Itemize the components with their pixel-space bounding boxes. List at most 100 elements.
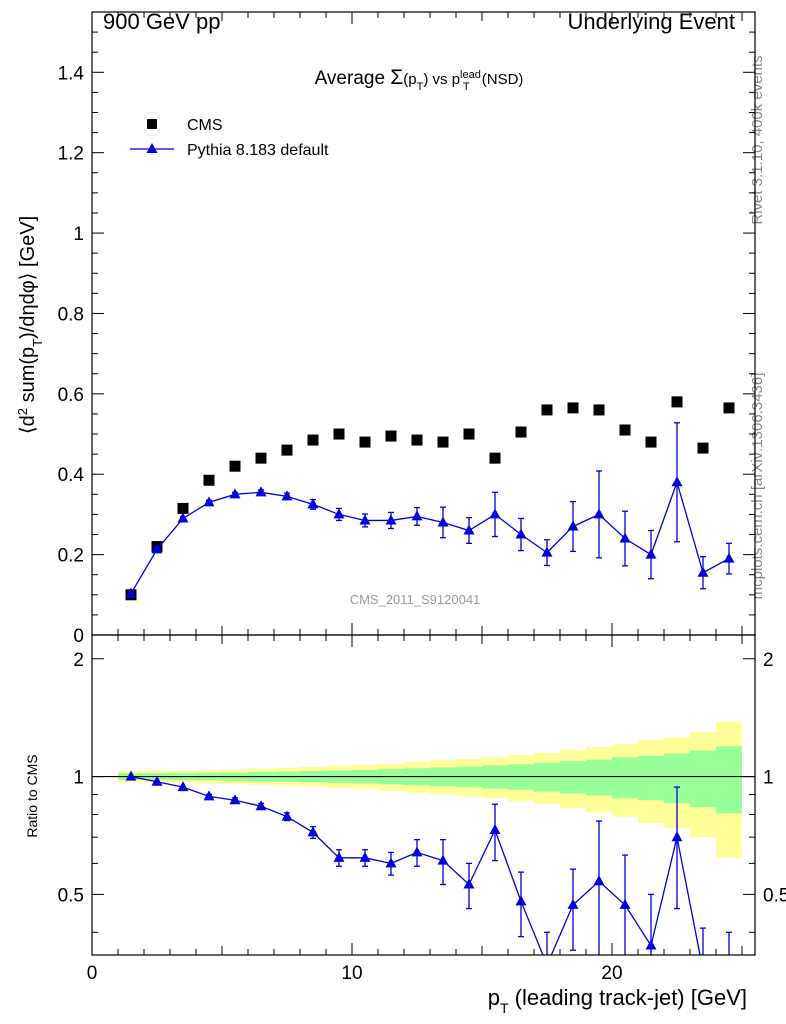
pythia-data-point: [541, 546, 553, 557]
main-y-tick-label: 1.2: [58, 144, 84, 165]
cms-data-point: [671, 396, 683, 408]
title-close: ): [423, 71, 428, 88]
pythia-series-line: [130, 480, 730, 594]
ratio-series-line: [130, 775, 701, 955]
legend-cms-marker: [147, 119, 157, 129]
mcplots-label: mcplots.cern.ch [arXiv:1306.3436]: [749, 373, 766, 600]
cms-data-point: [281, 444, 293, 456]
ratio-data-point: [333, 851, 345, 862]
ratio-data-point: [255, 800, 267, 811]
pythia-data-point: [723, 552, 735, 563]
ratio-y-tick-label-left: 0.5: [58, 885, 84, 906]
header-left: 900 GeV pp: [103, 9, 220, 34]
legend: CMS Pythia 8.183 default: [130, 117, 329, 159]
ratio-band-inner: [716, 746, 742, 814]
main-ylabel-end: )/dηdφ⟩ [GeV]: [17, 216, 39, 339]
legend-pythia-label: Pythia 8.183 default: [187, 142, 329, 159]
cms-data-point: [359, 436, 371, 448]
pythia-data-point: [645, 548, 657, 559]
pythia-data-point: [359, 514, 371, 525]
main-y-tick-label: 0.8: [58, 304, 84, 325]
pythia-data-point: [229, 488, 241, 499]
ratio-data-point: [489, 824, 501, 835]
cms-data-point: [177, 502, 189, 514]
title-pt-sub: T: [417, 81, 424, 93]
ratio-data-point: [724, 959, 735, 969]
title-prefix: Average: [315, 68, 391, 89]
main-y-tick-label: 1.4: [58, 63, 85, 84]
ratio-band-inner: [638, 755, 664, 801]
main-ylabel-sup: 2: [15, 408, 30, 415]
ratio-data-point: [203, 790, 215, 801]
ratio-data-point: [151, 775, 163, 786]
legend-pythia-marker: [146, 143, 158, 153]
ratio-band-inner: [560, 761, 586, 794]
title-sigma: Σ: [390, 66, 403, 89]
ratio-data-point: [385, 857, 397, 868]
ratio-ylabel: Ratio to CMS: [24, 754, 40, 837]
main-ylabel-mid: sum(p: [17, 347, 39, 408]
ratio-data-point: [359, 851, 371, 862]
pythia-data-point: [489, 508, 501, 519]
x-tick-label: 0: [87, 963, 98, 984]
cms-data-point: [229, 460, 241, 472]
cms-data-point: [489, 452, 501, 464]
analysis-watermark: CMS_2011_S9120041: [350, 592, 481, 607]
ratio-band-inner: [586, 759, 612, 796]
chart-title: Average Σ(pT) vs plead T (NSD): [315, 66, 524, 93]
main-y-tick-label: 0: [73, 626, 84, 647]
x-axis-label: pT (leading track-jet) [GeV]: [488, 985, 747, 1016]
ratio-data-point: [698, 964, 709, 974]
ratio-y-tick-label-right: 2: [763, 650, 774, 671]
pythia-data-point: [333, 508, 345, 519]
ratio-band-inner: [690, 750, 716, 808]
ratio-data-point: [619, 898, 631, 909]
x-tick-label: 10: [341, 963, 362, 984]
pythia-data-point: [567, 520, 579, 531]
ratio-y-tick-label-left: 1: [73, 768, 84, 789]
cms-data-point: [437, 436, 449, 448]
xlabel-p: p: [488, 985, 500, 1010]
pythia-data-point: [255, 486, 267, 497]
cms-data-point: [723, 402, 735, 414]
pythia-data-point: [671, 476, 683, 487]
pythia-data-point: [619, 532, 631, 543]
pythia-data-point: [697, 566, 709, 577]
cms-data-point: [385, 430, 397, 442]
cms-data-point: [255, 452, 267, 464]
ratio-data-point: [542, 959, 553, 969]
ratio-data-point: [437, 854, 449, 865]
title-lead-sup: lead: [460, 69, 481, 81]
ratio-data-point: [281, 810, 293, 821]
pythia-data-point: [307, 498, 319, 509]
main-ylabel: ⟨d2 sum(pT)/dηdφ⟩ [GeV]: [15, 216, 45, 434]
pythia-data-point: [463, 524, 475, 535]
xlabel-rest: (leading track-jet) [GeV]: [509, 985, 747, 1010]
ratio-y-tick-label-right: 1: [763, 768, 774, 789]
ratio-y-tick-label-right: 0.5: [763, 885, 786, 906]
ratio-plot-frame: [91, 634, 756, 956]
ratio-panel: 0.5 0.51 12 20 10 20: [58, 634, 786, 984]
title-lead-sub: T: [463, 81, 470, 93]
pythia-data-point: [203, 496, 215, 507]
ratio-data-point: [125, 770, 137, 781]
header-right: Underlying Event: [567, 9, 735, 34]
cms-data-point: [567, 402, 579, 414]
main-ylabel-sub: T: [30, 339, 45, 347]
ratio-clipped-group: [92, 721, 755, 974]
ratio-data-point: [567, 898, 579, 909]
ratio-data-point: [463, 878, 475, 889]
pythia-data-point: [125, 587, 137, 598]
cms-data-point: [333, 428, 345, 440]
cms-data-point: [307, 434, 319, 446]
title-vs: vs p: [428, 71, 460, 88]
pythia-data-point: [151, 543, 163, 554]
cms-data-point: [619, 424, 631, 436]
title-suffix: (NSD): [478, 71, 524, 88]
cms-data-point: [463, 428, 475, 440]
main-y-tick-label: 0.6: [58, 385, 84, 406]
rivet-label: Rivet 3.1.10, 400k events: [749, 55, 766, 224]
ratio-data-point: [411, 846, 423, 857]
main-y-tick-label: 1: [73, 224, 84, 245]
